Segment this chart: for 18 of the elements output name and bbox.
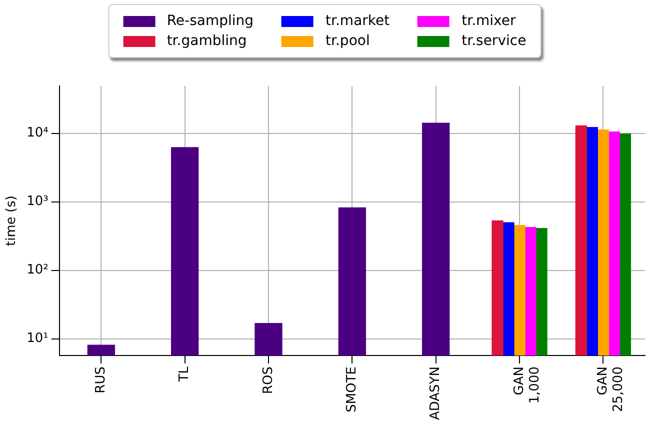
legend-label: tr.pool xyxy=(326,33,370,49)
x-tick-label: ROS xyxy=(260,366,276,394)
legend-label: tr.market xyxy=(326,13,390,29)
legend-label: Re-sampling xyxy=(166,13,254,29)
x-tick-label: GAN 25,000 xyxy=(596,366,626,412)
x-tick-label: ADASYN xyxy=(428,366,444,420)
x-tick-label: RUS xyxy=(94,366,109,394)
y-tick-label: 10⁴ xyxy=(26,126,48,141)
y-tick-label: 10² xyxy=(26,262,48,278)
y-axis-title: time (s) xyxy=(4,196,20,246)
legend-label: tr.mixer xyxy=(462,13,516,29)
legend-label: tr.service xyxy=(462,33,526,49)
x-tick-label: GAN 1,000 xyxy=(512,366,542,404)
x-tick-label: SMOTE xyxy=(344,366,360,412)
x-tick-label: TL xyxy=(177,366,192,383)
legend-label: tr.gambling xyxy=(166,33,247,49)
y-tick-label: 10³ xyxy=(26,194,48,210)
y-tick-label: 10¹ xyxy=(26,331,48,346)
